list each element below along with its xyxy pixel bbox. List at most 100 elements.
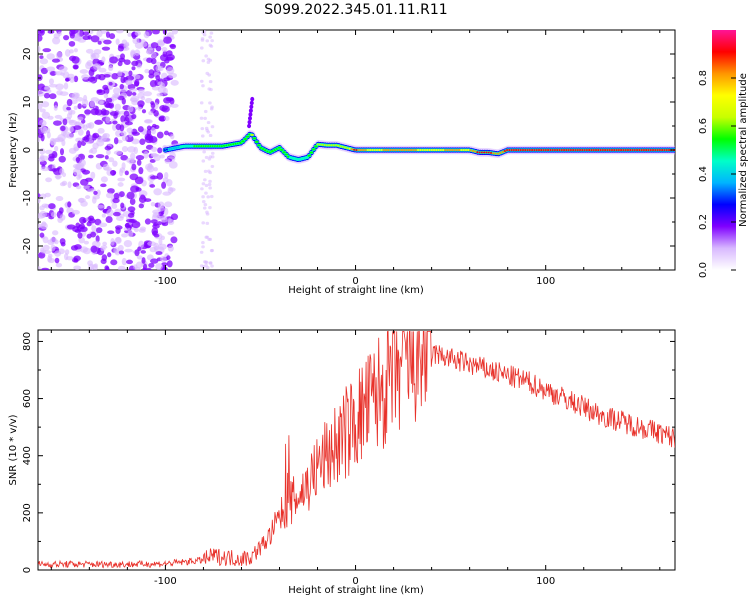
spectrogram-cell xyxy=(247,123,252,129)
spectrogram-cell xyxy=(49,93,57,100)
spectrogram-cell xyxy=(206,120,211,125)
spectrogram-cell xyxy=(101,56,106,63)
spectrogram-cell xyxy=(201,221,206,225)
spectrogram-cell xyxy=(307,154,311,157)
spectrogram-cell xyxy=(204,54,208,58)
colorbar-tick-label: 0.6 xyxy=(698,118,709,134)
spectrogram-cell xyxy=(102,84,109,91)
x-tick-label: 0 xyxy=(352,576,358,587)
x-tick-label: -100 xyxy=(154,576,177,587)
colorbar-tick-label: 0.0 xyxy=(698,262,709,278)
spectrogram-cell xyxy=(153,188,163,196)
spectrogram-cell xyxy=(155,75,161,81)
spectrogram-cell xyxy=(90,171,96,180)
spectrogram-cell xyxy=(202,33,207,37)
spectrogram-cell xyxy=(138,228,146,233)
spectrogram-cell xyxy=(141,42,148,48)
spectrogram-cell xyxy=(93,190,98,195)
spectrogram-cell xyxy=(79,246,89,253)
spectrogram-cell xyxy=(52,138,61,142)
spectrogram-cell xyxy=(169,97,175,105)
spectrogram-cell xyxy=(162,177,169,183)
spectrogram-cell xyxy=(113,94,120,98)
spectrogram-cell xyxy=(105,192,114,199)
spectrogram-cell xyxy=(45,177,53,183)
spectrogram-cell xyxy=(57,31,62,36)
spectrogram-cell xyxy=(204,155,209,160)
spectrogram-cell xyxy=(126,127,133,134)
snr-panel: -100 0 100 0 200 400 600 800 Height of straigh… xyxy=(8,329,676,596)
spectrogram-cell xyxy=(112,123,117,131)
spectrogram-cell xyxy=(50,211,57,218)
spectrogram-cell xyxy=(148,69,155,76)
spectrogram-cell xyxy=(209,31,214,35)
spectrogram-cell xyxy=(70,30,79,34)
spectrogram-cell xyxy=(85,195,91,200)
spectrogram-cell xyxy=(108,33,116,40)
spectrogram-cell xyxy=(151,127,157,135)
spectrogram-cell xyxy=(145,50,151,54)
spectrogram-cell xyxy=(139,138,146,145)
spectrogram-cell xyxy=(257,144,261,147)
spectrogram-cell xyxy=(120,75,126,84)
spectrogram-cell xyxy=(134,30,141,36)
spectrogram-cell xyxy=(127,229,134,238)
spectrogram-cell xyxy=(141,109,147,114)
spectrogram-cell xyxy=(67,181,72,189)
spectrogram-cell xyxy=(282,151,286,154)
spectrogram-cell xyxy=(80,168,86,173)
snr-x-ticks: -100 0 100 xyxy=(50,330,661,587)
spectrogram-cell xyxy=(63,35,70,41)
spectrogram-cell xyxy=(42,236,49,244)
spectrogram-cell xyxy=(241,140,245,143)
spectrogram-cell xyxy=(206,60,211,64)
spectrogram-cell xyxy=(141,257,146,264)
spectrogram-cell xyxy=(128,158,137,165)
spectrogram-cell xyxy=(164,116,170,121)
spectrogram-cell xyxy=(309,151,314,154)
spectrogram-cell xyxy=(68,40,76,47)
spectrogram-cell xyxy=(62,172,67,178)
spectrogram-cell xyxy=(167,245,174,252)
spectrogram-cell xyxy=(54,71,63,76)
spectrogram-cell xyxy=(40,267,50,270)
spectrogram-cell xyxy=(101,254,108,262)
spectrogram-cell xyxy=(131,163,137,171)
spectrogram-cell xyxy=(73,244,82,250)
spectrogram-cell xyxy=(90,231,97,238)
spectrogram-cell xyxy=(87,260,93,267)
spectrogram-cell xyxy=(43,86,51,91)
spectrogram-cell xyxy=(72,36,82,42)
spectrogram-cell xyxy=(203,109,208,114)
spectrogram-cell xyxy=(145,267,152,270)
spectrogram-cell xyxy=(203,169,208,173)
spectrogram-cell xyxy=(93,263,98,268)
spectrogram-cell xyxy=(204,183,209,188)
spectrogram-cell xyxy=(149,159,156,163)
x-tick-label: 100 xyxy=(536,276,555,287)
spectrogram-cell xyxy=(134,41,144,49)
spectrogram-cell xyxy=(85,48,94,54)
spectrogram-cell xyxy=(110,170,117,176)
spectrogram-cell xyxy=(201,265,206,269)
colorbar-tick-label: 0.4 xyxy=(698,166,709,182)
spectrogram-cell xyxy=(143,31,150,39)
spectrogram-cell xyxy=(148,262,155,268)
spectrogram-cell xyxy=(200,134,205,138)
spectrogram-cell xyxy=(148,111,154,116)
spectrogram-cell xyxy=(201,159,206,163)
spectrogram-cell xyxy=(152,30,160,35)
spectrogram-cell xyxy=(201,182,206,186)
spectrogram-cell xyxy=(59,214,66,221)
spectrogram-cell xyxy=(113,87,121,95)
spectrogram-cell xyxy=(150,201,156,207)
spectrogram-cell xyxy=(59,168,65,175)
spectrogram-cell xyxy=(128,131,133,138)
spectrogram-cell xyxy=(98,222,108,228)
spectrogram-cell xyxy=(112,160,118,167)
spectrogram-cell xyxy=(199,79,204,83)
spectrogram-cell xyxy=(107,252,112,258)
spectrogram-cell xyxy=(38,103,43,110)
y-tick-label: 0 xyxy=(22,147,33,153)
spectrogram-cell xyxy=(210,39,214,43)
